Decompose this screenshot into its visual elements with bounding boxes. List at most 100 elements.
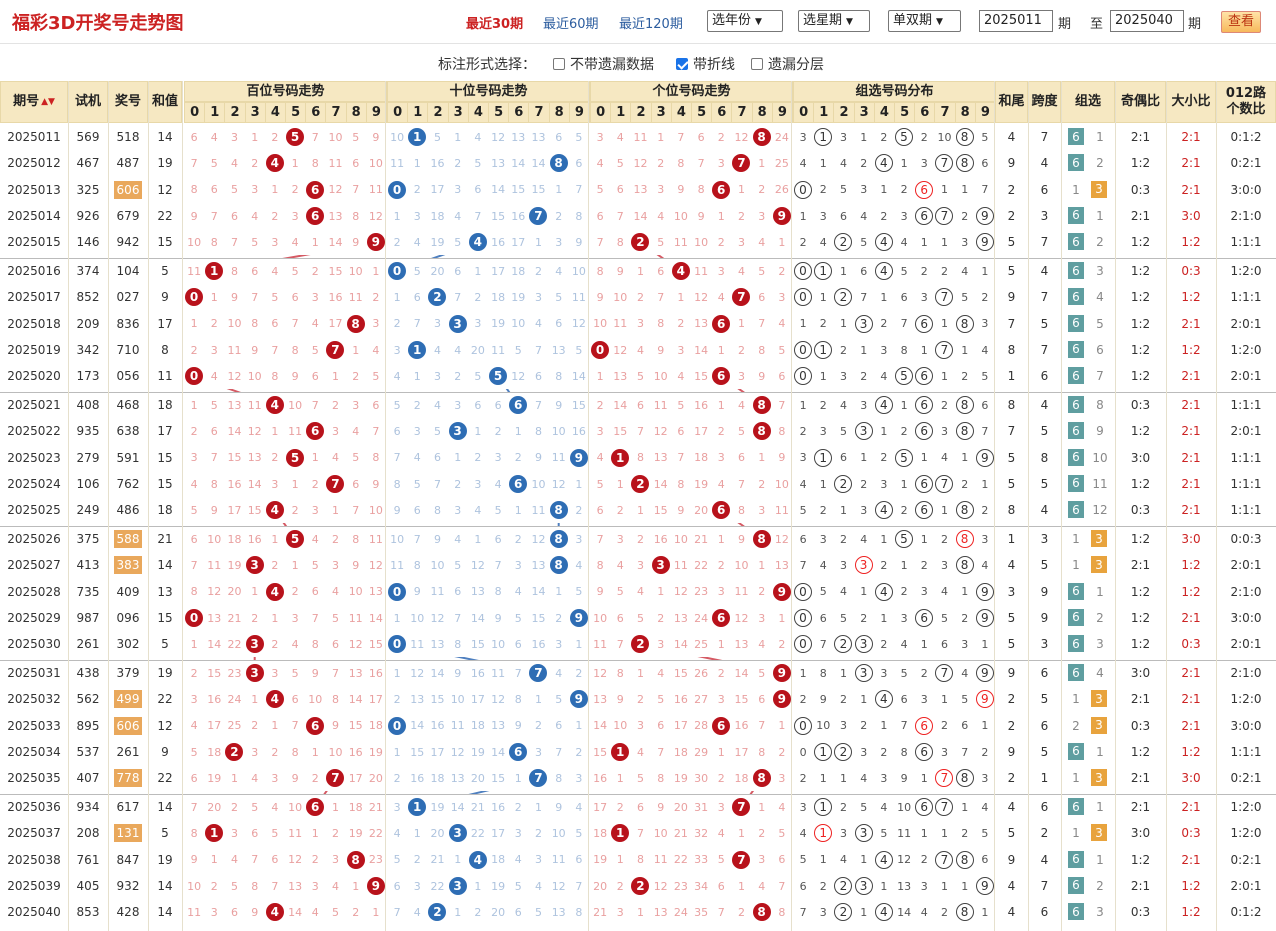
miss-value: 2 (575, 503, 583, 517)
group-miss-value: 2 (940, 398, 948, 412)
miss-value: 3 (717, 264, 725, 278)
option-no-miss[interactable]: 不带遗漏数据 (553, 54, 654, 74)
miss-value: 4 (737, 264, 745, 278)
miss-value: 4 (291, 637, 299, 651)
group-ring: 1 (814, 742, 833, 761)
column-divider (791, 81, 792, 931)
road012-cell: 1:2:0 (1230, 692, 1262, 707)
miss-value: 14 (247, 477, 262, 491)
to-period-input[interactable]: 2025040 (1110, 10, 1184, 32)
group-miss-value: 3 (1096, 905, 1104, 920)
miss-value: 16 (247, 532, 262, 546)
miss-value: 9 (372, 477, 380, 491)
miss-value: 4 (575, 558, 583, 572)
ball-icon: 0 (185, 367, 203, 386)
option-layer[interactable]: 遗漏分层 (751, 54, 824, 74)
prize-cell: 468 (116, 398, 140, 413)
header-digit: 0 (184, 102, 206, 123)
header-period[interactable]: 期号 ▲▼ (0, 81, 68, 123)
miss-value: 16 (571, 424, 586, 438)
group-miss-value: 1 (819, 290, 827, 304)
sort-icon[interactable]: ▲▼ (41, 97, 55, 107)
group-miss-value: 4 (940, 585, 948, 599)
prize-cell: 591 (116, 450, 140, 465)
big-small-cell: 3:0 (1181, 209, 1201, 224)
miss-value: 8 (758, 745, 766, 759)
group-miss-value: 1 (940, 692, 948, 706)
miss-value: 5 (555, 290, 563, 304)
range-link-120[interactable]: 最近120期 (619, 17, 683, 32)
ball-icon: 4 (265, 396, 284, 414)
ball-icon: 2 (428, 288, 447, 307)
query-button[interactable]: 查看 (1221, 11, 1261, 33)
miss-value: 1 (271, 424, 279, 438)
miss-value: 6 (778, 369, 786, 383)
sum-tail-cell: 4 (1007, 130, 1016, 145)
trial-cell: 413 (76, 558, 100, 573)
miss-value: 12 (368, 558, 383, 572)
miss-value: 8 (514, 692, 522, 706)
miss-value: 17 (491, 826, 506, 840)
group-miss-value: 4 (839, 853, 847, 867)
group-type-badge: 6 (1068, 608, 1084, 626)
miss-value: 5 (393, 853, 401, 867)
miss-value: 8 (433, 503, 441, 517)
group-miss-value: 1 (920, 235, 928, 249)
group-miss-value: 1 (961, 879, 969, 893)
group-miss-value: 5 (1096, 316, 1104, 331)
miss-value: 2 (454, 369, 462, 383)
checkbox-icon[interactable] (553, 58, 565, 70)
column-divider (385, 81, 386, 931)
ball-icon: 1 (408, 798, 427, 816)
group-ring: 3 (854, 635, 873, 654)
column-divider (108, 81, 109, 931)
group-miss-value: 6 (900, 692, 908, 706)
group-miss-value: 1 (1072, 558, 1080, 573)
span-cell: 6 (1040, 182, 1049, 197)
miss-value: 7 (474, 209, 482, 223)
ball-icon: 2 (631, 474, 650, 493)
group-ring: 0 (794, 608, 812, 627)
year-select[interactable]: 选年份 ▼ (707, 10, 783, 32)
road012-cell: 2:0:1 (1230, 316, 1262, 331)
column-divider (148, 81, 149, 931)
ball-icon: 8 (752, 903, 771, 922)
ball-icon: 9 (366, 876, 385, 895)
ball-icon: 8 (549, 501, 568, 520)
miss-value: 6 (190, 532, 198, 546)
miss-value: 5 (657, 692, 665, 706)
miss-value: 3 (190, 692, 198, 706)
period-cell: 2025032 (7, 692, 61, 707)
miss-value: 1 (717, 398, 725, 412)
odd-even-cell: 1:2 (1130, 424, 1151, 439)
miss-value: 10 (571, 264, 586, 278)
miss-value: 6 (758, 290, 766, 304)
from-period-input[interactable]: 2025011 (979, 10, 1053, 32)
miss-value: 5 (575, 826, 583, 840)
table-row (0, 899, 1276, 926)
miss-value: 4 (758, 879, 766, 893)
miss-value: 2 (534, 826, 542, 840)
span-cell: 7 (1040, 235, 1049, 250)
range-link-30[interactable]: 最近30期 (466, 17, 524, 32)
miss-value: 11 (187, 905, 202, 919)
group-ring: 4 (874, 582, 893, 601)
miss-value: 21 (470, 800, 485, 814)
miss-value: 17 (328, 317, 343, 331)
group-miss-value: 4 (981, 558, 989, 572)
ball-icon: 3 (245, 556, 264, 575)
range-link-60[interactable]: 最近60期 (543, 17, 599, 32)
miss-value: 3 (717, 800, 725, 814)
sum-tail-cell: 9 (1007, 852, 1016, 867)
miss-value: 7 (778, 879, 786, 893)
group-miss-value: 4 (880, 800, 888, 814)
option-line[interactable]: 带折线 (676, 54, 735, 74)
group-miss-value: 2 (860, 611, 868, 625)
weekday-select[interactable]: 选星期 ▼ (798, 10, 870, 32)
parity-select[interactable]: 单双期 ▼ (888, 10, 961, 32)
road012-cell: 2:1:0 (1230, 209, 1262, 224)
miss-value: 15 (653, 503, 668, 517)
checkbox-icon[interactable] (751, 58, 763, 70)
miss-value: 16 (430, 156, 445, 170)
checkbox-checked-icon[interactable] (676, 58, 688, 70)
